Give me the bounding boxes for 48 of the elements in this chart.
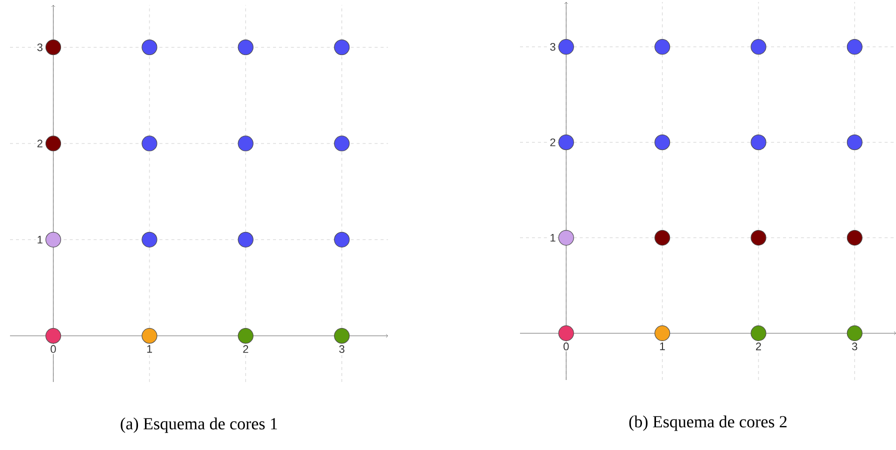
point xyxy=(334,328,350,344)
point xyxy=(238,40,254,56)
text: (b) Esquema de cores 2 xyxy=(629,416,787,431)
point xyxy=(142,136,158,152)
point xyxy=(45,136,62,152)
point xyxy=(654,39,670,55)
point xyxy=(558,230,574,246)
point xyxy=(238,232,254,248)
x-tick-label: 1 xyxy=(660,342,665,350)
point xyxy=(846,134,862,150)
point xyxy=(846,325,862,342)
y-tick-label: 2 xyxy=(550,138,556,146)
point xyxy=(334,136,350,152)
x-tick-label: 2 xyxy=(756,342,761,350)
point xyxy=(334,40,350,56)
x-tick-label: 0 xyxy=(564,342,569,350)
point xyxy=(750,39,766,55)
point xyxy=(558,134,574,150)
point xyxy=(238,328,254,344)
point xyxy=(238,136,254,152)
y-tick-label: 1 xyxy=(550,234,556,242)
text: (a) Esquema de cores 1 xyxy=(120,418,277,433)
point xyxy=(654,325,670,342)
point xyxy=(558,325,574,342)
y-tick-label: 3 xyxy=(550,42,556,51)
point xyxy=(750,230,766,246)
point xyxy=(846,230,862,246)
point xyxy=(142,328,158,344)
point xyxy=(142,232,158,248)
point xyxy=(750,325,766,342)
x-tick-label: 0 xyxy=(50,345,56,353)
point xyxy=(45,328,62,344)
point xyxy=(750,134,766,150)
x-tick-label: 3 xyxy=(339,345,344,353)
point xyxy=(45,232,62,248)
x-tick-label: 3 xyxy=(852,342,858,350)
y-tick-label: 1 xyxy=(38,236,42,244)
y-tick-label: 3 xyxy=(37,43,42,52)
point xyxy=(142,40,158,56)
point xyxy=(654,230,670,246)
x-tick-label: 1 xyxy=(147,345,152,353)
point xyxy=(334,232,350,248)
point xyxy=(846,39,862,55)
point xyxy=(45,40,62,56)
point xyxy=(558,39,574,55)
y-tick-label: 2 xyxy=(37,140,42,148)
point xyxy=(654,134,670,150)
x-tick-label: 2 xyxy=(243,345,248,353)
